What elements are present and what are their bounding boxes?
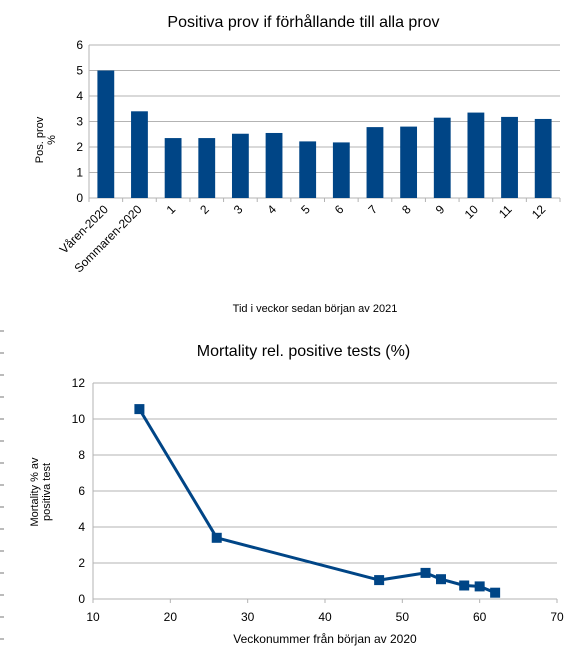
chart2-xtick-label: 60: [473, 610, 487, 624]
chart1-ytick-label: 3: [76, 115, 83, 129]
chart2-title: Mortality rel. positive tests (%): [196, 343, 411, 360]
chart2-point: [374, 575, 385, 586]
chart1-bar: [332, 142, 350, 198]
chart1-bar: [265, 132, 283, 198]
chart1-category-label: 7: [365, 202, 380, 217]
chart1-ytick-label: 1: [76, 166, 83, 180]
chart2-xtick-label: 40: [318, 610, 332, 624]
chart1-bar: [198, 138, 216, 198]
chart1-xlabel: Tid i veckor sedan början av 2021: [232, 303, 398, 315]
chart1-ytick-label: 4: [76, 89, 83, 103]
chart2-xtick-label: 20: [164, 610, 178, 624]
chart2-point: [211, 532, 222, 543]
chart1-bar: [467, 112, 485, 198]
chart2-ytick-label: 8: [78, 448, 85, 462]
chart2-xtick-label: 70: [550, 610, 564, 624]
chart1-ytick-label: 0: [76, 191, 83, 205]
chart2-series-line: [138, 408, 496, 595]
chart2-point: [436, 574, 446, 585]
chart2-point: [420, 567, 431, 578]
chart1-bar: [366, 127, 384, 198]
chart1-ytick-label: 5: [76, 64, 83, 78]
chart1-category-label: 11: [496, 202, 515, 221]
chart2-xlabel: Veckonummer från början av 2020: [233, 632, 417, 646]
chart1-bar: [131, 111, 148, 198]
chart2-xtick-label: 10: [86, 610, 100, 624]
chart1-category-label: 12: [529, 202, 549, 222]
chart1-bar: [231, 133, 249, 198]
chart2-ylabel-line1: Mortality % av: [29, 457, 41, 527]
chart1-category-label: 5: [298, 202, 313, 217]
chart1-ytick-label: 2: [76, 140, 83, 154]
chart1-category-label: 2: [197, 202, 212, 217]
chart1-bar: [97, 70, 115, 198]
chart1-bar: [400, 126, 418, 198]
chart2-ylabel: Mortality % av positiva test: [29, 437, 53, 547]
chart2-point: [134, 404, 145, 415]
chart1-category-label: 10: [462, 202, 482, 222]
chart2-ytick-label: 12: [72, 376, 86, 390]
chart2-ylabel-line2: positiva test: [41, 462, 53, 522]
chart1-category-label: 6: [332, 202, 347, 217]
chart1-bar: [501, 116, 518, 198]
chart1-bar: [299, 141, 317, 198]
chart2-xtick-label: 30: [241, 610, 255, 624]
chart2-ytick-label: 10: [72, 412, 86, 426]
chart1-category-label: 8: [399, 202, 414, 217]
chart1-category-label: 1: [164, 202, 179, 217]
chart2-ytick-label: 4: [78, 520, 85, 534]
chart1-category-label: 4: [265, 202, 280, 217]
chart1-bar: [534, 118, 552, 198]
chart2-ytick-label: 0: [78, 592, 85, 606]
chart2-point: [474, 581, 485, 592]
chart1-bar: [164, 138, 182, 198]
chart2-point: [490, 587, 501, 598]
chart2-ytick-label: 6: [78, 484, 85, 498]
chart1-ytick-label: 6: [76, 38, 83, 52]
chart2-xtick-label: 50: [396, 610, 410, 624]
left-edge-dashes: [0, 330, 4, 660]
chart2-ytick-label: 2: [78, 556, 85, 570]
chart1-category-label: 9: [433, 202, 448, 217]
chart1-bar: [433, 117, 451, 198]
chart2-point: [459, 580, 470, 591]
chart1-title: Positiva prov if förhållande till alla p…: [167, 14, 440, 31]
chart1-category-label: 3: [231, 202, 246, 217]
